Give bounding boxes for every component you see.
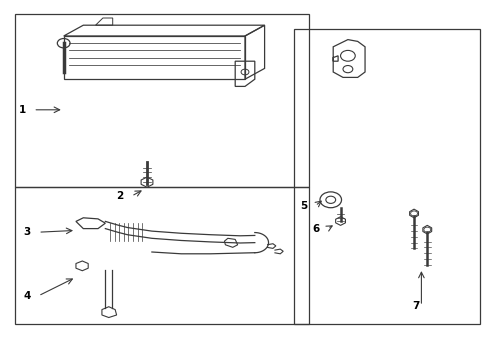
Bar bbox=[15, 14, 309, 187]
Text: 5: 5 bbox=[300, 201, 307, 211]
Text: 7: 7 bbox=[412, 301, 419, 311]
Bar bbox=[15, 187, 309, 324]
Text: 4: 4 bbox=[23, 291, 31, 301]
Text: 3: 3 bbox=[24, 227, 30, 237]
Text: 2: 2 bbox=[117, 191, 123, 201]
Text: 6: 6 bbox=[313, 224, 319, 234]
Bar bbox=[294, 29, 480, 324]
Text: 1: 1 bbox=[19, 105, 25, 115]
